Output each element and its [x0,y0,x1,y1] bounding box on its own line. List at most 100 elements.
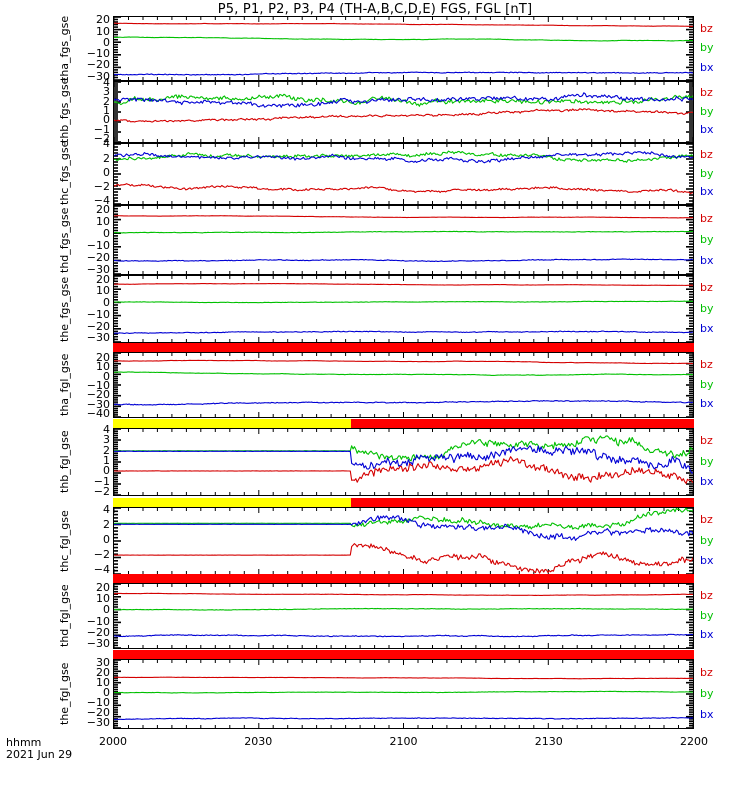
ytick-label: 10 [96,360,110,374]
ytick-label: 4 [103,423,110,437]
trace-by [114,508,693,530]
ytick-label: 3 [103,433,110,447]
ytick-label: 20 [96,350,110,364]
ytick-label: −4 [93,563,110,577]
plot-panel-thd_fgs_gse[interactable] [113,205,694,275]
ytick-label: 4 [103,503,110,517]
trace-bx [114,151,693,164]
ytick-label: 0 [103,369,110,383]
ytick-label: 10 [96,214,110,228]
plot-panel-thb_fgl_gse[interactable] [113,428,694,496]
xtick-label: 2130 [534,735,563,748]
ytick-label: 20 [96,202,110,216]
ytick-label: 0 [103,464,110,478]
trace-by [114,607,693,611]
ytick-label: 10 [96,284,110,298]
ytick-label: −20 [86,319,110,333]
trace-bx [114,633,693,638]
xtick-label: 2030 [244,735,273,748]
ytick-label: −30 [86,716,110,729]
plot-panel-thd_fgl_gse[interactable] [113,583,694,649]
ytick-label: −10 [86,307,110,321]
trace-bz [114,543,693,574]
trace-by [114,690,693,694]
xaxis-units-label: hhmm [6,736,42,749]
plot-panel-thb_fgs_gse[interactable] [113,81,694,143]
trace-bz [114,456,693,484]
xtick-label: 2200 [680,735,708,748]
ytick-label: 2 [103,443,110,457]
legend-bz-thd_fgs_gse: bz [700,211,713,225]
ytick-label: −10 [86,378,110,392]
trace-bx [114,71,693,76]
trace-bz [114,215,693,219]
plot-panel-thc_fgl_gse[interactable] [113,507,694,575]
ytick-label: −2 [93,548,110,562]
legend-bx-tha_fgl_gse: bx [700,397,714,411]
legend-bx-the_fgl_gse: bx [700,707,714,721]
ytick-label: 2 [103,151,110,165]
trace-bx [114,515,693,541]
ytick-label: −30 [86,397,110,411]
trace-bz [114,359,693,365]
trace-bx [114,92,693,108]
ytick-label: 0 [103,296,110,310]
ytick-label: −2 [93,484,110,498]
legend-by-thb_fgs_gse: by [700,104,714,118]
legend-by-tha_fgl_gse: by [700,377,714,391]
ytick-label: 0 [103,35,110,49]
plot-panel-the_fgs_gse[interactable] [113,275,694,343]
ytick-label: 10 [96,676,110,689]
status-segment [113,419,352,428]
ytick-label: 4 [103,75,110,89]
legend-by-thb_fgl_gse: by [700,454,714,468]
trace-by [114,300,693,304]
trace-bx [114,716,693,720]
ytick-label: 30 [96,656,110,669]
legend-bz-thb_fgl_gse: bz [700,434,713,448]
status-segment [113,650,694,659]
legend-by-the_fgl_gse: by [700,686,714,700]
ytick-label: 2 [103,94,110,108]
status-segment [113,574,694,583]
ytick-label: 0 [103,686,110,699]
ytick-label: 20 [96,666,110,679]
xaxis-date-label: 2021 Jun 29 [6,748,73,761]
ytick-label: −40 [86,407,110,421]
ytick-label: 0 [103,533,110,547]
plot-panel-tha_fgl_gse[interactable] [113,352,694,418]
status-bar-thb_fgl_gse [113,498,694,507]
ytick-label: −10 [86,47,110,61]
ytick-label: −30 [86,637,110,651]
legend-bz-tha_fgs_gse: bz [700,21,713,35]
legend-bx-tha_fgs_gse: bx [700,60,714,74]
trace-bz [114,676,693,680]
ytick-label: 1 [103,104,110,118]
plot-panel-tha_fgs_gse[interactable] [113,16,694,81]
legend-bz-thb_fgs_gse: bz [700,86,713,100]
legend-by-thd_fgs_gse: by [700,232,714,246]
legend-bx-thd_fgl_gse: bx [700,628,714,642]
ytick-label: 10 [96,591,110,605]
ytick-label: −20 [86,388,110,402]
status-bar-thd_fgl_gse [113,650,694,659]
legend-bz-thd_fgl_gse: bz [700,588,713,602]
ytick-label: −10 [86,696,110,709]
ytick-label: 10 [96,24,110,38]
ytick-label: 20 [96,580,110,594]
ytick-label: −1 [93,474,110,488]
ytick-label: −10 [86,614,110,628]
ytick-label: 0 [103,603,110,617]
legend-by-the_fgs_gse: by [700,301,714,315]
ytick-label: −20 [86,706,110,719]
legend-by-thc_fgs_gse: by [700,166,714,180]
trace-bz [114,22,693,27]
legend-bx-thc_fgs_gse: bx [700,185,714,199]
ytick-label: −20 [86,251,110,265]
plot-panel-the_fgl_gse[interactable] [113,659,694,729]
trace-by [114,36,693,42]
plot-panel-thc_fgs_gse[interactable] [113,143,694,205]
trace-bz [114,108,693,123]
ytick-label: −20 [86,626,110,640]
